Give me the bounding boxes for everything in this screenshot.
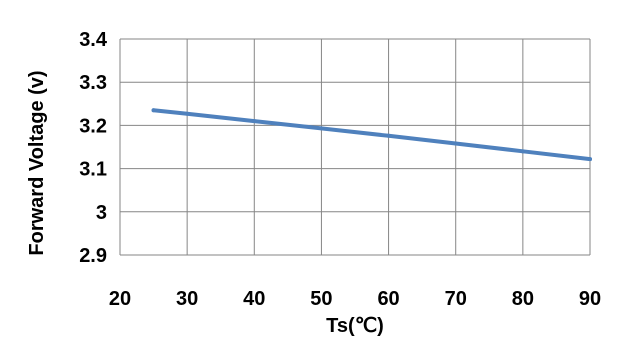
data-point bbox=[386, 133, 391, 138]
data-point bbox=[520, 149, 525, 154]
data-point bbox=[588, 157, 592, 162]
data-point bbox=[185, 111, 190, 116]
x-tick-label: 90 bbox=[579, 288, 601, 310]
grid bbox=[119, 38, 591, 256]
x-tick-label: 80 bbox=[512, 288, 534, 310]
data-point bbox=[151, 108, 156, 113]
series-line bbox=[151, 108, 592, 162]
x-tick-label: 20 bbox=[109, 288, 131, 310]
y-tick-label: 3.4 bbox=[79, 29, 108, 51]
y-tick-label: 3 bbox=[96, 202, 107, 224]
y-axis-title: Forward Voltage (v) bbox=[26, 70, 48, 255]
series-layer bbox=[151, 108, 592, 162]
data-point bbox=[252, 119, 257, 124]
y-tick-label: 2.9 bbox=[79, 245, 107, 267]
x-tick-label: 70 bbox=[445, 288, 467, 310]
x-tick-label: 30 bbox=[176, 288, 198, 310]
x-tick-label: 60 bbox=[377, 288, 399, 310]
data-point bbox=[319, 126, 324, 131]
y-tick-label: 3.2 bbox=[79, 115, 107, 137]
x-axis-title: Ts(℃) bbox=[326, 315, 384, 337]
x-tick-label: 40 bbox=[243, 288, 265, 310]
y-tick-label: 3.3 bbox=[79, 72, 107, 94]
x-tick-label: 50 bbox=[310, 288, 332, 310]
y-tick-label: 3.1 bbox=[79, 159, 107, 181]
data-point bbox=[453, 141, 458, 146]
tick-labels: 20 30 40 50 60 70 80 90 2.9 3 3.1 3.2 3.3 3.4 bbox=[79, 29, 601, 310]
